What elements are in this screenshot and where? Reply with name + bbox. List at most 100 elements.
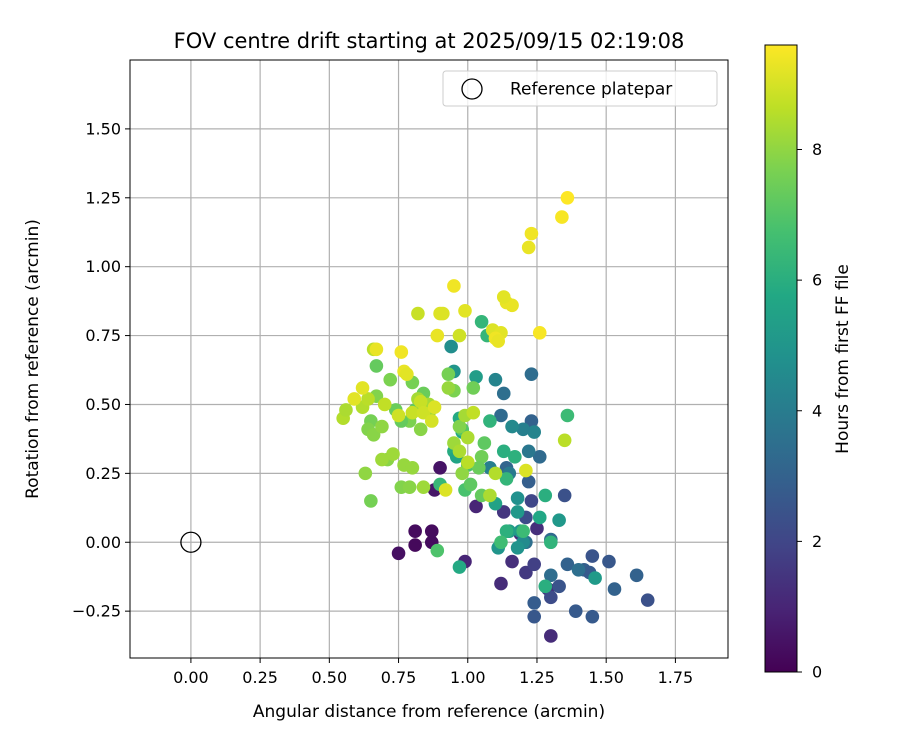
- data-point: [560, 557, 575, 572]
- y-tick-label: 0.00: [85, 533, 121, 552]
- data-point: [430, 543, 445, 558]
- data-point: [532, 326, 547, 340]
- data-point: [366, 427, 381, 442]
- data-point: [339, 403, 353, 417]
- data-point: [438, 483, 453, 497]
- x-axis-title: Angular distance from reference (arcmin): [253, 702, 605, 722]
- data-point: [510, 540, 525, 555]
- data-point: [524, 494, 539, 508]
- data-point: [544, 568, 558, 583]
- data-point: [585, 549, 600, 563]
- data-point: [532, 510, 547, 525]
- data-point: [530, 521, 544, 536]
- colorbar-tick-label: 6: [812, 271, 822, 290]
- data-point: [369, 359, 384, 373]
- y-tick-label: 0.50: [85, 395, 121, 414]
- y-tick-label: 1.50: [85, 119, 121, 138]
- data-point: [532, 450, 547, 464]
- data-point: [377, 397, 392, 412]
- x-tick-label: 0.50: [312, 668, 348, 687]
- x-tick-label: 1.75: [658, 668, 694, 687]
- data-point: [607, 582, 622, 596]
- data-point: [405, 461, 420, 475]
- data-point: [441, 367, 456, 381]
- chart-title: FOV centre drift starting at 2025/09/15 …: [174, 29, 685, 53]
- data-point: [521, 240, 536, 255]
- data-point: [430, 328, 445, 343]
- data-point: [568, 604, 583, 618]
- data-point: [557, 488, 572, 503]
- data-point: [458, 303, 472, 318]
- data-point: [436, 306, 450, 321]
- data-point: [516, 422, 530, 437]
- data-point: [452, 419, 467, 434]
- data-point: [519, 565, 533, 580]
- data-point: [400, 367, 414, 381]
- data-point: [602, 554, 616, 569]
- data-point: [505, 298, 519, 313]
- data-point: [375, 419, 389, 434]
- colorbar-title: Hours from first FF file: [833, 264, 853, 454]
- data-point: [494, 535, 508, 550]
- data-point: [521, 444, 536, 459]
- data-point: [494, 408, 508, 423]
- x-tick-label: 1.00: [450, 668, 486, 687]
- data-point: [527, 609, 542, 624]
- legend: Reference platepar: [442, 70, 718, 107]
- legend-marker: [461, 78, 483, 100]
- data-point: [505, 419, 519, 434]
- y-tick-label: 1.00: [85, 257, 121, 276]
- data-point: [391, 408, 406, 423]
- data-point: [519, 463, 533, 478]
- data-point: [496, 505, 511, 519]
- data-point: [494, 576, 508, 591]
- data-point: [571, 563, 586, 577]
- data-point: [538, 579, 553, 594]
- data-point: [424, 414, 439, 428]
- data-point: [552, 579, 566, 594]
- data-point: [474, 450, 489, 464]
- y-tick-label: −0.25: [72, 602, 121, 621]
- data-point: [510, 505, 525, 519]
- data-point: [364, 494, 378, 508]
- data-point: [483, 414, 497, 428]
- data-point: [491, 334, 506, 348]
- data-point: [472, 461, 486, 475]
- data-point: [394, 345, 409, 359]
- data-point: [585, 609, 600, 624]
- plot-frame: [129, 59, 729, 659]
- colorbar-gradient: [764, 44, 798, 673]
- data-point: [452, 444, 467, 459]
- data-point: [424, 524, 439, 539]
- data-point: [524, 226, 539, 241]
- data-point: [375, 452, 389, 467]
- data-point: [544, 590, 558, 605]
- data-point: [402, 480, 417, 494]
- data-point: [640, 593, 655, 607]
- y-tick-label: 0.25: [85, 464, 121, 483]
- data-point: [405, 405, 420, 420]
- data-point: [416, 480, 431, 494]
- data-point: [413, 422, 428, 437]
- data-point: [560, 190, 575, 205]
- x-tick-label: 1.50: [588, 668, 624, 687]
- data-point: [488, 466, 503, 481]
- data-point: [361, 392, 375, 406]
- data-point: [474, 314, 489, 329]
- x-tick-label: 0.00: [173, 668, 209, 687]
- colorbar-tick-label: 0: [812, 663, 822, 682]
- data-point: [527, 425, 542, 439]
- data-point: [469, 370, 483, 384]
- data-point: [358, 466, 373, 481]
- data-point: [391, 546, 406, 561]
- data-point: [557, 433, 572, 448]
- data-point: [496, 386, 511, 401]
- data-point: [521, 474, 536, 489]
- data-point: [463, 477, 478, 492]
- data-point: [452, 328, 467, 343]
- data-point: [455, 466, 470, 481]
- data-point: [408, 538, 422, 552]
- data-point: [447, 279, 461, 293]
- data-point: [499, 524, 514, 539]
- data-point: [383, 372, 398, 387]
